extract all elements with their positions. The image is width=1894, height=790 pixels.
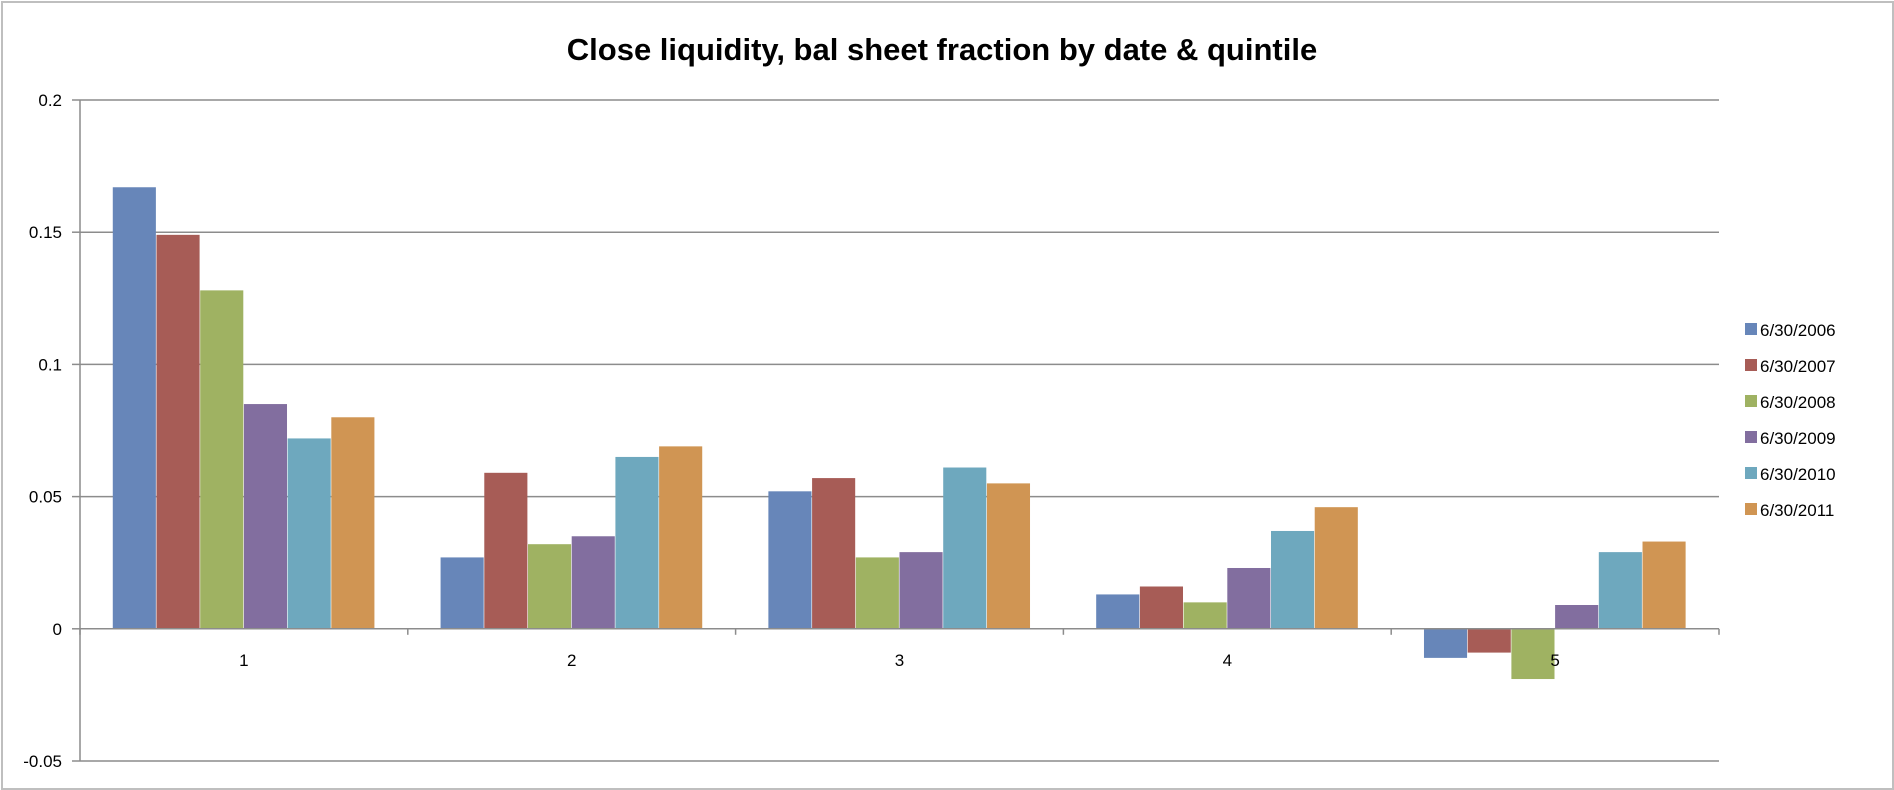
bar bbox=[1555, 605, 1599, 629]
bar bbox=[1598, 552, 1642, 629]
bar bbox=[1314, 507, 1358, 629]
bar bbox=[331, 417, 375, 629]
x-tick-label: 2 bbox=[567, 651, 576, 670]
bar bbox=[615, 456, 659, 629]
bar bbox=[899, 552, 943, 629]
legend-swatch bbox=[1745, 323, 1757, 335]
bar bbox=[527, 544, 572, 629]
legend-label: 6/30/2008 bbox=[1760, 393, 1836, 412]
legend: 6/30/2006 6/30/2007 6/30/2008 6/30/2009 6/30… bbox=[1745, 321, 1836, 520]
y-tick-label: 0.15 bbox=[29, 223, 62, 242]
bar bbox=[243, 404, 288, 629]
legend-label: 6/30/2007 bbox=[1760, 357, 1836, 376]
y-tick-label: 0.1 bbox=[38, 355, 62, 374]
bar bbox=[156, 234, 200, 629]
chart-title: Close liquidity, bal sheet fraction by d… bbox=[567, 32, 1317, 67]
y-tick-label: 0 bbox=[53, 620, 62, 639]
bar bbox=[659, 446, 703, 629]
x-tick-label: 3 bbox=[895, 651, 904, 670]
bar bbox=[1183, 602, 1227, 629]
x-tick-label: 1 bbox=[239, 651, 248, 670]
bar bbox=[571, 536, 615, 629]
legend-label: 6/30/2006 bbox=[1760, 321, 1836, 340]
legend-swatch bbox=[1745, 431, 1757, 443]
bar bbox=[1096, 594, 1140, 629]
bar bbox=[768, 491, 812, 629]
bar bbox=[986, 483, 1031, 629]
x-tick-label: 5 bbox=[1550, 651, 1559, 670]
bar bbox=[1227, 567, 1271, 629]
legend-swatch bbox=[1745, 467, 1757, 479]
bar bbox=[1642, 541, 1686, 629]
bar bbox=[1467, 628, 1511, 653]
bar bbox=[1139, 586, 1183, 629]
bar bbox=[200, 290, 244, 629]
bar bbox=[812, 478, 856, 629]
legend-label: 6/30/2010 bbox=[1760, 465, 1836, 484]
y-tick-label: 0.2 bbox=[38, 91, 62, 110]
legend-swatch bbox=[1745, 359, 1757, 371]
bar bbox=[855, 557, 899, 629]
chart-svg: Close liquidity, bal sheet fraction by d… bbox=[23, 32, 1836, 771]
axes bbox=[72, 99, 1720, 762]
legend-label: 6/30/2011 bbox=[1760, 501, 1834, 520]
legend-swatch bbox=[1745, 395, 1757, 407]
bar bbox=[112, 187, 156, 629]
bar bbox=[1511, 628, 1555, 680]
bar bbox=[484, 472, 528, 629]
y-tick-label: -0.05 bbox=[23, 752, 62, 771]
bar bbox=[1423, 628, 1468, 658]
y-tick-labels: -0.05 0 0.05 0.1 0.15 0.2 bbox=[23, 91, 62, 771]
x-tick-labels: 1 2 3 4 5 bbox=[239, 651, 1560, 670]
y-tick-label: 0.05 bbox=[29, 488, 62, 507]
bar bbox=[287, 438, 331, 629]
bars bbox=[112, 187, 1686, 680]
bar bbox=[440, 557, 484, 629]
legend-swatch bbox=[1745, 503, 1757, 515]
legend-label: 6/30/2009 bbox=[1760, 429, 1836, 448]
bar bbox=[1271, 530, 1315, 629]
x-tick-label: 4 bbox=[1223, 651, 1232, 670]
bar bbox=[943, 467, 987, 629]
